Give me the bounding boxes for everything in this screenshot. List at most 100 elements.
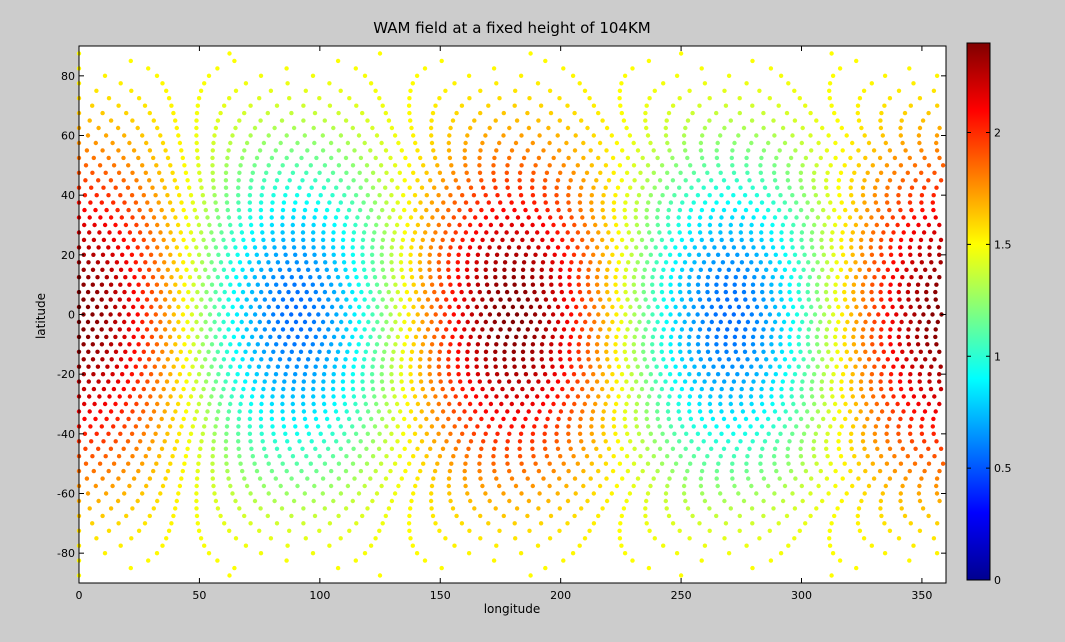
data-point <box>504 178 510 183</box>
data-point <box>728 394 733 399</box>
data-point <box>789 386 794 392</box>
data-point <box>203 245 209 250</box>
data-point <box>825 170 830 175</box>
data-point <box>720 364 726 369</box>
data-point <box>228 342 233 347</box>
data-point <box>614 289 619 295</box>
data-point <box>136 528 142 533</box>
data-point <box>330 237 336 243</box>
data-point <box>350 372 356 377</box>
data-point <box>686 342 691 347</box>
data-point <box>331 394 336 399</box>
data-point <box>833 468 838 474</box>
data-point <box>663 125 668 131</box>
data-point <box>849 193 854 198</box>
data-point <box>829 267 834 272</box>
data-point <box>938 178 944 183</box>
data-point <box>494 252 500 257</box>
data-point <box>237 506 242 511</box>
data-point <box>228 282 233 287</box>
data-point <box>801 401 806 407</box>
data-point <box>749 118 755 123</box>
data-point <box>759 468 764 474</box>
data-point <box>197 349 202 354</box>
data-point <box>579 439 584 444</box>
data-point <box>413 207 418 213</box>
data-point <box>91 372 96 377</box>
data-point <box>150 275 156 280</box>
data-point <box>783 215 788 220</box>
data-point <box>919 476 924 481</box>
data-point <box>850 424 856 429</box>
data-point <box>780 498 786 504</box>
data-point <box>490 237 495 243</box>
data-point <box>325 178 331 183</box>
data-point <box>215 66 220 71</box>
data-point <box>261 237 266 243</box>
data-point <box>492 319 497 325</box>
data-point <box>764 357 769 362</box>
data-point <box>375 319 380 325</box>
data-point <box>260 394 265 399</box>
data-point <box>218 342 224 347</box>
data-point <box>827 536 832 541</box>
data-point <box>411 454 416 459</box>
data-point <box>190 364 195 369</box>
data-point <box>585 275 590 280</box>
data-point <box>918 349 923 354</box>
data-point <box>590 215 596 220</box>
data-point <box>603 461 609 466</box>
data-point <box>145 424 150 429</box>
data-point <box>827 88 832 94</box>
data-point <box>741 498 747 504</box>
data-point <box>244 327 249 332</box>
data-point <box>783 372 788 377</box>
data-point <box>894 267 900 272</box>
data-point <box>685 118 691 123</box>
data-point <box>680 200 685 205</box>
data-point <box>780 379 785 384</box>
data-point <box>872 275 877 280</box>
data-point <box>170 454 175 459</box>
data-point <box>907 558 912 563</box>
data-point <box>802 372 807 377</box>
data-point <box>356 342 361 347</box>
data-point <box>772 491 777 496</box>
data-point <box>183 170 189 175</box>
data-point <box>836 185 841 190</box>
data-point <box>370 245 375 250</box>
data-point <box>825 454 830 459</box>
data-point <box>739 386 744 392</box>
data-point <box>735 252 740 257</box>
data-point <box>81 327 86 332</box>
data-point <box>131 476 137 481</box>
data-point <box>619 543 624 548</box>
data-point <box>341 372 346 377</box>
data-point <box>601 409 606 414</box>
data-point <box>364 446 369 451</box>
data-point <box>580 237 585 243</box>
data-point <box>177 431 182 436</box>
data-point <box>273 252 279 257</box>
data-point <box>341 230 346 235</box>
data-point <box>164 536 169 541</box>
data-point <box>422 558 428 563</box>
data-point <box>737 96 742 101</box>
data-point <box>828 200 833 205</box>
data-point <box>526 379 531 384</box>
data-point <box>123 222 129 228</box>
data-point <box>471 297 476 302</box>
data-point <box>586 267 591 272</box>
data-point <box>224 461 229 466</box>
data-point <box>577 334 583 340</box>
data-point <box>645 491 651 496</box>
data-point <box>466 342 471 347</box>
data-point <box>854 207 859 213</box>
data-point <box>269 416 275 422</box>
data-point <box>614 312 619 317</box>
data-point <box>143 260 148 265</box>
data-point <box>327 81 332 86</box>
data-point <box>502 267 507 272</box>
data-point <box>688 297 694 302</box>
data-point <box>116 454 122 459</box>
